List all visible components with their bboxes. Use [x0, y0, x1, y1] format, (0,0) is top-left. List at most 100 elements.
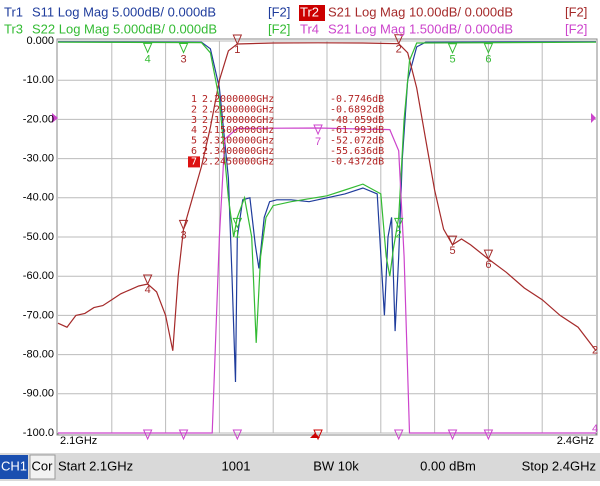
marker-freq: 2.2450000GHz: [202, 156, 274, 167]
y-tick-label: -20.00: [23, 113, 54, 125]
marker-freq: 2.1500000GHz: [202, 125, 274, 136]
trace-label: Tr1: [4, 4, 23, 19]
y-tick-label: -30.00: [23, 153, 54, 165]
marker-triangle: [483, 429, 494, 441]
trace-desc: S22 Log Mag 5.000dB/ 0.000dB: [32, 21, 217, 36]
correction: Cor: [32, 458, 54, 473]
marker-triangle: [483, 249, 494, 261]
ref-arrow-left: [52, 113, 58, 123]
marker-label-tr3: 6: [485, 54, 491, 66]
marker-freq: 2.3400000GHz: [202, 146, 274, 157]
stop: Stop 2.4GHz: [522, 458, 596, 473]
marker-triangle: [313, 124, 323, 136]
trace-line: [58, 127, 596, 434]
marker-label: 3: [180, 229, 186, 241]
active-trace-box: [299, 5, 325, 21]
marker-triangle: [447, 43, 458, 55]
trace-desc: S21 Log Mag 1.500dB/ 0.000dB: [328, 21, 513, 36]
trace-desc: S11 Log Mag 5.000dB/ 0.000dB: [32, 4, 216, 19]
trace-end-label: 4: [592, 423, 598, 435]
trace-line: [57, 41, 597, 343]
marker-value: -55.636dB: [330, 146, 384, 157]
marker-label-tr3: 3: [180, 53, 186, 65]
marker-label: 4: [145, 284, 151, 296]
marker-value: -48.059dB: [330, 115, 384, 126]
marker-id: 5: [191, 136, 197, 147]
marker-triangle: [142, 274, 153, 286]
traces: 24: [57, 41, 598, 435]
marker-label-tr3: 1: [234, 228, 240, 240]
trace-desc: S21 Log Mag 10.00dB/ 0.000dB: [328, 4, 513, 19]
marker-id: 4: [191, 125, 197, 136]
channel: CH1: [1, 458, 27, 473]
marker-label: 2: [396, 44, 402, 56]
marker-triangle: [232, 217, 243, 229]
y-tick-label: -60.00: [23, 270, 54, 282]
trace-label: Tr2: [300, 4, 319, 19]
marker-triangle: [178, 429, 189, 441]
marker-id: 3: [191, 115, 197, 126]
marker-freq: 2.2000000GHz: [202, 94, 274, 105]
marker-triangle: [232, 34, 243, 46]
active-marker-box: [188, 156, 200, 168]
x-tick-label: 2.4GHz: [557, 435, 594, 447]
trace-line: [57, 41, 597, 383]
bandwidth: BW 10k: [313, 458, 359, 473]
marker-value: -61.993dB: [330, 125, 384, 136]
marker-id: 6: [191, 146, 197, 157]
y-tick-label: -10.00: [23, 74, 54, 86]
marker-triangle: [142, 429, 153, 441]
marker-triangle: [178, 43, 189, 54]
marker-freq: 2.3200000GHz: [202, 136, 274, 147]
marker-triangle: [483, 43, 494, 54]
marker-label-tr3: 4: [145, 53, 151, 65]
cor-box: [29, 454, 56, 480]
x-tick-label: 2.1GHz: [60, 435, 97, 447]
marker-value: -0.6892dB: [330, 104, 384, 115]
y-tick-label: -50.00: [23, 231, 54, 243]
trace-tag: [F2]: [565, 21, 587, 36]
trace-label: Tr4: [300, 21, 319, 36]
marker-triangle: [447, 235, 458, 247]
channel-box: [0, 455, 28, 479]
marker-id: 2: [191, 104, 197, 115]
trace-tag: [F2]: [268, 4, 290, 19]
power: 0.00 dBm: [420, 458, 476, 473]
marker-label-tr3: 5: [449, 54, 455, 66]
marker-triangle: [447, 429, 458, 441]
marker-freq: 2.1700000GHz: [202, 115, 274, 126]
marker-triangle: [142, 42, 153, 54]
marker-value: -0.4372dB: [330, 156, 384, 167]
marker-label: 1: [234, 44, 240, 56]
y-tick-label: -70.00: [23, 309, 54, 321]
marker-label: 5: [449, 245, 455, 257]
y-tick-label: -90.00: [23, 388, 54, 400]
marker-label: 7: [315, 136, 321, 148]
marker-label: 6: [485, 259, 491, 271]
y-tick-label: -80.00: [23, 349, 54, 361]
trace-line: [57, 42, 597, 352]
marker-triangle: [393, 429, 404, 441]
y-tick-label: -100.0: [23, 427, 54, 439]
trace-end-label: 2: [592, 345, 598, 357]
marker-freq: 2.2900000GHz: [202, 104, 274, 115]
marker-label-tr3: 2: [396, 228, 402, 240]
marker-value: -0.7746dB: [330, 94, 384, 105]
status-bar: [0, 453, 600, 481]
trace-label: Tr3: [4, 21, 23, 36]
trace-tag: [F2]: [565, 4, 587, 19]
points: 1001: [222, 458, 251, 473]
marker-id: 7: [191, 156, 197, 167]
ref-arrow-right: [591, 113, 596, 123]
marker-triangle: [393, 34, 404, 45]
marker-value: -52.072dB: [330, 136, 384, 147]
marker-triangle: [178, 219, 189, 231]
y-tick-label: -40.00: [23, 192, 54, 204]
y-tick-label: 0.000: [26, 35, 54, 47]
active-marker-arrow: [310, 433, 320, 438]
marker-triangle: [232, 429, 243, 441]
start: Start 2.1GHz: [58, 458, 133, 473]
marker-triangle: [393, 217, 404, 229]
